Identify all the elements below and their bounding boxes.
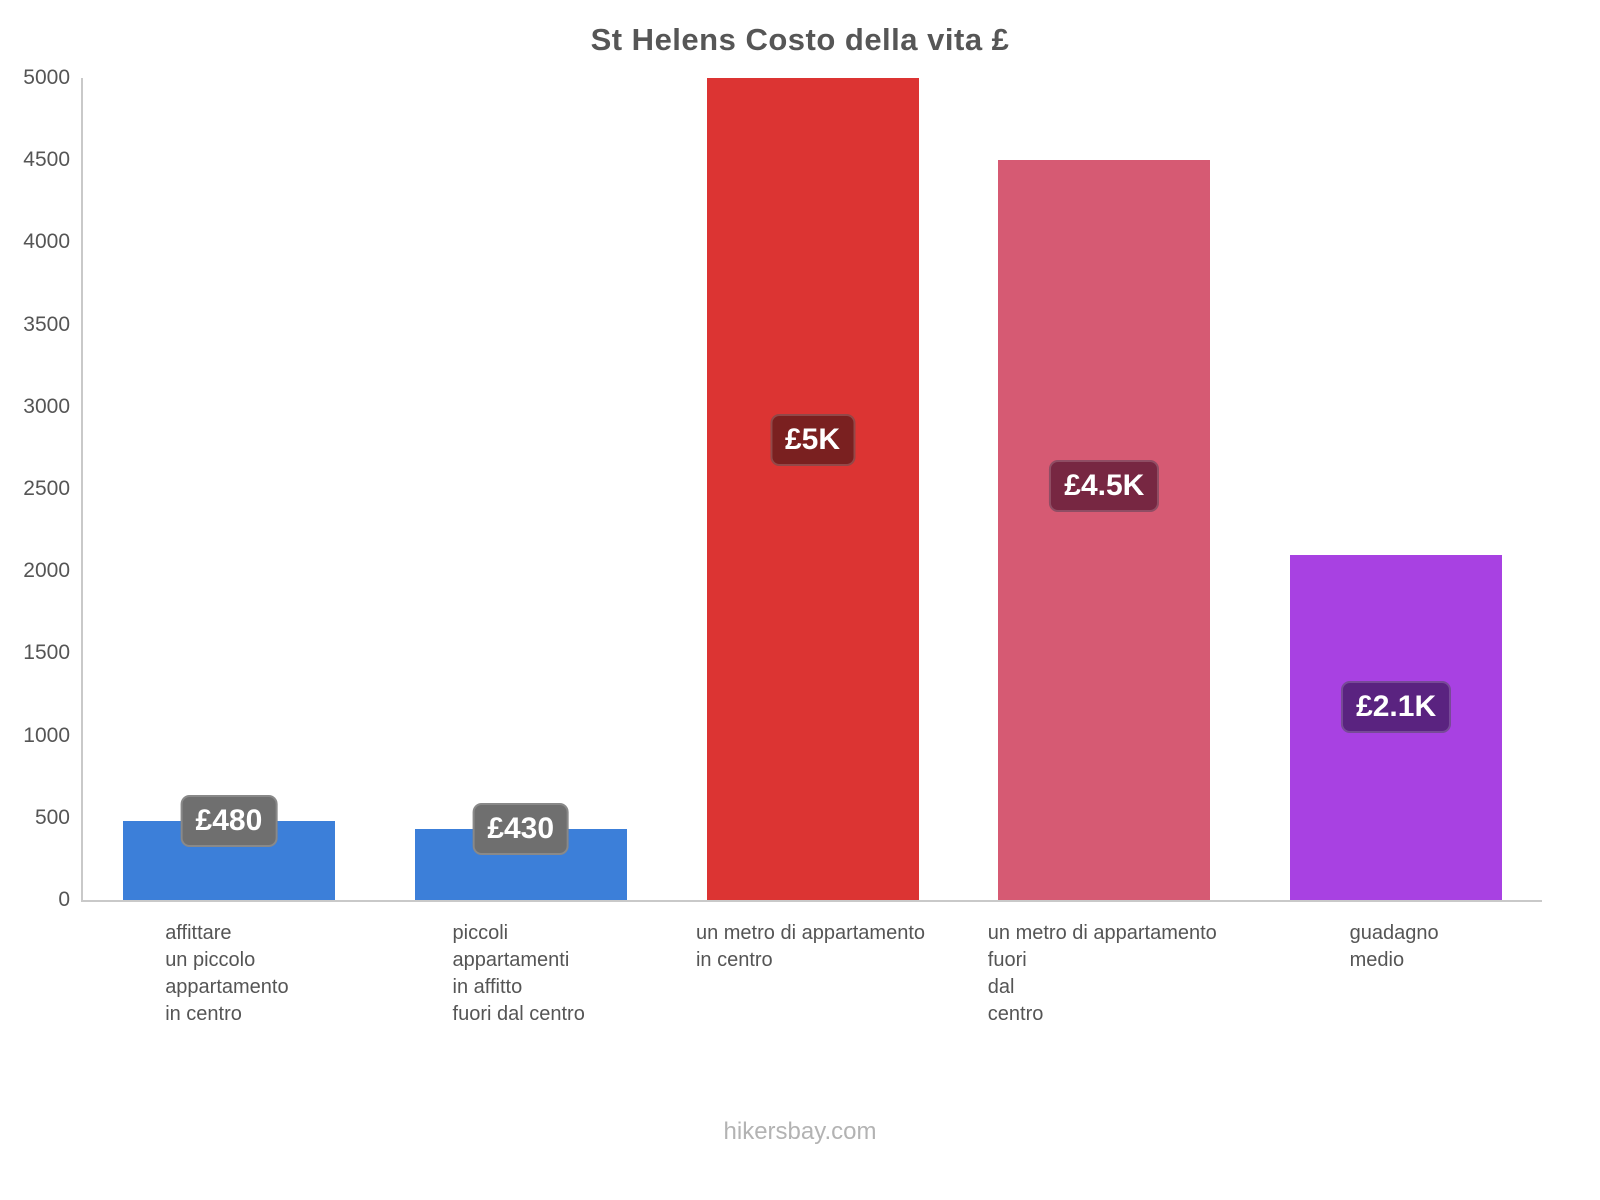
- y-tick-label: 0: [58, 888, 70, 911]
- bar-value-badge: £2.1K: [1341, 680, 1452, 733]
- x-category-cell: un metro di appartamento in centro: [665, 920, 957, 1028]
- x-category-cell: un metro di appartamento fuori dal centr…: [956, 920, 1248, 1028]
- bar-value-badge: £4.5K: [1049, 459, 1160, 512]
- watermark-footer: hikersbay.com: [723, 1118, 877, 1145]
- y-tick-label: 4500: [23, 148, 70, 172]
- y-tick-label: 2500: [23, 477, 70, 500]
- y-tick-label: 1500: [23, 641, 70, 665]
- x-category-label: guadagno medio: [1349, 922, 1439, 971]
- y-tick-label: 5000: [23, 66, 70, 89]
- x-category-label: un metro di appartamento fuori dal centr…: [987, 922, 1217, 1025]
- bar: [998, 160, 1211, 900]
- y-tick-label: 2000: [23, 559, 70, 583]
- y-tick-label: 3000: [23, 394, 70, 418]
- chart-title: St Helens Costo della vita £: [590, 22, 1010, 57]
- x-category-cell: piccoli appartamenti in affitto fuori da…: [373, 920, 665, 1028]
- x-category-label: piccoli appartamenti in affitto fuori da…: [452, 922, 585, 1025]
- bar-value-badge: £480: [180, 795, 278, 848]
- y-tick-label: 1000: [23, 723, 70, 747]
- bar: [706, 78, 919, 900]
- x-category-cell: guadagno medio: [1248, 920, 1540, 1028]
- x-category-label: affittare un piccolo appartamento in cen…: [165, 922, 289, 1025]
- x-axis-labels: affittare un piccolo appartamento in cen…: [81, 920, 1540, 1028]
- bar-value-badge: £5K: [769, 413, 856, 466]
- plot-area: £480 £430 £5K £4.5K £2.1K: [81, 78, 1542, 902]
- x-category-label: un metro di appartamento in centro: [695, 922, 925, 971]
- y-tick-label: 3500: [23, 312, 70, 336]
- y-tick-label: 4000: [23, 230, 70, 254]
- bar-value-badge: £430: [472, 803, 570, 856]
- x-category-cell: affittare un piccolo appartamento in cen…: [81, 920, 373, 1028]
- y-tick-label: 500: [34, 805, 70, 829]
